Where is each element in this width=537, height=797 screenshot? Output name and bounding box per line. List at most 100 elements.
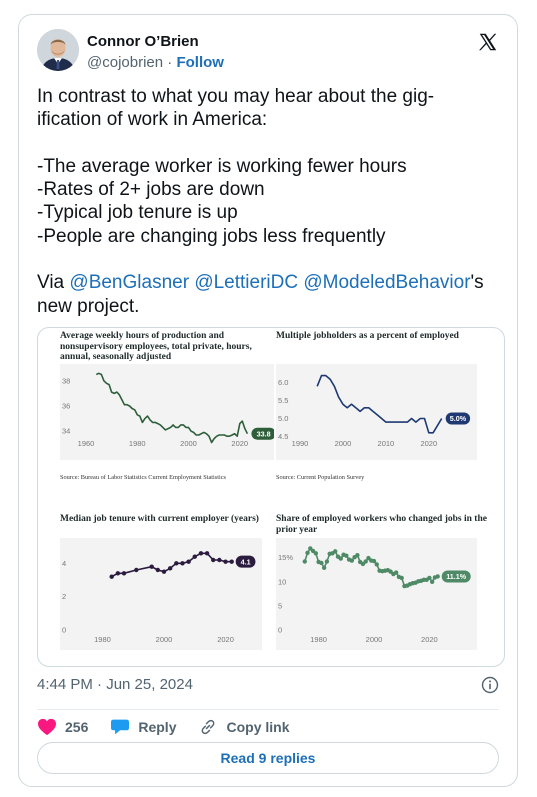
end-label-badge xyxy=(445,412,471,425)
via-text: Via xyxy=(37,272,70,294)
chart-plot-area: 15% 10 5 0 1980 2000 2020 11.1% xyxy=(276,538,477,650)
x-tick-label: 2000 xyxy=(335,439,352,448)
chart-panel-tenure: Median job tenure with current employer … xyxy=(60,514,274,650)
avatar-image xyxy=(37,29,79,71)
action-bar: 256 Reply Copy link xyxy=(37,715,312,739)
y-tick-label: 34 xyxy=(62,427,70,436)
data-point xyxy=(374,562,379,567)
data-point xyxy=(399,575,404,581)
data-point xyxy=(393,570,399,575)
chart-title: Share of employed workers who changed jo… xyxy=(276,514,487,535)
data-point xyxy=(427,575,432,581)
author-name[interactable]: Connor O’Brien xyxy=(87,33,199,50)
y-tick-label: 10 xyxy=(278,577,286,586)
tweet-line: new project. xyxy=(37,295,140,317)
data-point xyxy=(161,569,167,574)
chart-source: Source: Bureau of Labor Statistics Curre… xyxy=(60,474,226,481)
possessive-suffix: 's xyxy=(470,272,484,294)
y-tick-label: 4.5 xyxy=(278,432,288,441)
reply-label: Reply xyxy=(138,719,177,735)
series-line xyxy=(316,374,443,434)
copy-link-button[interactable]: Copy link xyxy=(198,718,290,736)
data-point xyxy=(429,579,435,584)
data-point xyxy=(333,549,338,554)
tweet-image[interactable]: Average weekly hours of production and n… xyxy=(37,327,505,667)
job-changers-chart: 15% 10 5 0 1980 2000 2020 11.1% xyxy=(278,546,471,644)
chart-panel-hours: Average weekly hours of production and n… xyxy=(60,331,276,481)
y-tick-label: 0 xyxy=(278,626,282,635)
y-tick-label: 4 xyxy=(62,559,66,568)
chart-panel-multiple-jobs: Multiple jobholders as a percent of empl… xyxy=(276,331,490,481)
y-tick-label: 6.0 xyxy=(278,378,288,387)
data-point xyxy=(321,565,327,570)
mention-link[interactable]: @BenGlasner xyxy=(69,272,190,294)
link-icon xyxy=(202,719,215,735)
avatar[interactable] xyxy=(37,29,79,71)
x-tick-label: 2020 xyxy=(421,635,438,644)
multiple-jobs-chart: 6.0 5.5 5.0 4.5 1990 2000 2010 2020 5.0% xyxy=(278,374,471,448)
data-point xyxy=(324,559,330,564)
end-label: 33.8 xyxy=(257,429,271,438)
author-handle[interactable]: @cojobrien xyxy=(87,54,164,71)
data-point xyxy=(371,558,377,564)
chart-panel-job-changers: Share of employed workers who changed jo… xyxy=(276,514,490,650)
tweet-bullet: -Typical job tenure is up xyxy=(37,202,238,224)
data-point xyxy=(313,551,319,556)
data-point xyxy=(198,551,204,556)
info-icon[interactable] xyxy=(481,676,499,694)
divider xyxy=(37,709,499,710)
data-point xyxy=(155,567,161,573)
follow-button[interactable]: Follow xyxy=(176,54,224,71)
data-point xyxy=(149,564,154,569)
handle-separator: · xyxy=(163,54,177,71)
x-tick-label: 1980 xyxy=(310,635,327,644)
data-point xyxy=(344,553,349,558)
like-count: 256 xyxy=(65,719,89,735)
end-label-badge xyxy=(251,427,276,440)
x-tick-label: 2000 xyxy=(156,635,173,644)
data-point xyxy=(134,567,139,573)
series-line xyxy=(111,552,232,578)
data-point xyxy=(186,559,191,564)
chart-plot-area: 6.0 5.5 5.0 4.5 1990 2000 2010 2020 5.0% xyxy=(276,364,477,460)
chart-title: Median job tenure with current employer … xyxy=(60,514,259,524)
heart-icon xyxy=(38,718,56,736)
x-logo-icon[interactable] xyxy=(477,31,499,53)
copy-link-label: Copy link xyxy=(226,719,290,735)
like-button[interactable]: 256 xyxy=(37,718,88,736)
data-point xyxy=(204,551,210,556)
chart-source: Source: Current Population Survey xyxy=(276,474,365,481)
x-tick-label: 1990 xyxy=(292,439,309,448)
tweet-text: In contrast to what you may hear about t… xyxy=(37,85,505,318)
y-tick-label: 38 xyxy=(62,376,70,385)
data-point xyxy=(174,561,179,566)
data-point xyxy=(229,559,234,564)
y-tick-label: 5.5 xyxy=(278,396,288,405)
y-tick-label: 36 xyxy=(62,402,70,411)
data-point xyxy=(109,574,114,579)
mention-link[interactable]: @LettieriDC xyxy=(194,272,299,294)
hours-chart: 38 36 34 1960 1980 2000 2020 33.8 xyxy=(62,372,276,448)
tweet-card: Connor O’Brien @cojobrien · Follow In co… xyxy=(18,14,518,787)
data-point xyxy=(435,574,440,579)
x-tick-label: 2020 xyxy=(231,439,248,448)
reply-button[interactable]: Reply xyxy=(110,718,176,736)
tweet-line: ification of work in America: xyxy=(37,109,268,131)
chart-title: Average weekly hours of production and n… xyxy=(60,331,252,362)
x-tick-label: 2020 xyxy=(420,439,437,448)
tweet-bullet: -Rates of 2+ jobs are down xyxy=(37,179,265,201)
y-tick-label: 5 xyxy=(278,601,282,610)
tweet-bullet: -The average worker is working fewer hou… xyxy=(37,155,407,177)
y-tick-label: 0 xyxy=(62,626,66,635)
data-point xyxy=(211,557,216,563)
author-handle-row: @cojobrien · Follow xyxy=(87,54,224,71)
data-point xyxy=(223,559,228,564)
timestamp[interactable]: 4:44 PM · Jun 25, 2024 xyxy=(37,676,193,693)
x-tick-label: 2000 xyxy=(180,439,197,448)
mention-link[interactable]: @ModeledBehavior xyxy=(303,272,471,294)
chart-plot-area: 4 2 0 1980 2000 2020 4.1 xyxy=(60,538,262,650)
x-tick-label: 2010 xyxy=(378,439,395,448)
read-replies-button[interactable]: Read 9 replies xyxy=(37,742,499,774)
end-label: 5.0% xyxy=(450,414,467,423)
tweet-bullet: -People are changing jobs less frequentl… xyxy=(37,225,386,247)
